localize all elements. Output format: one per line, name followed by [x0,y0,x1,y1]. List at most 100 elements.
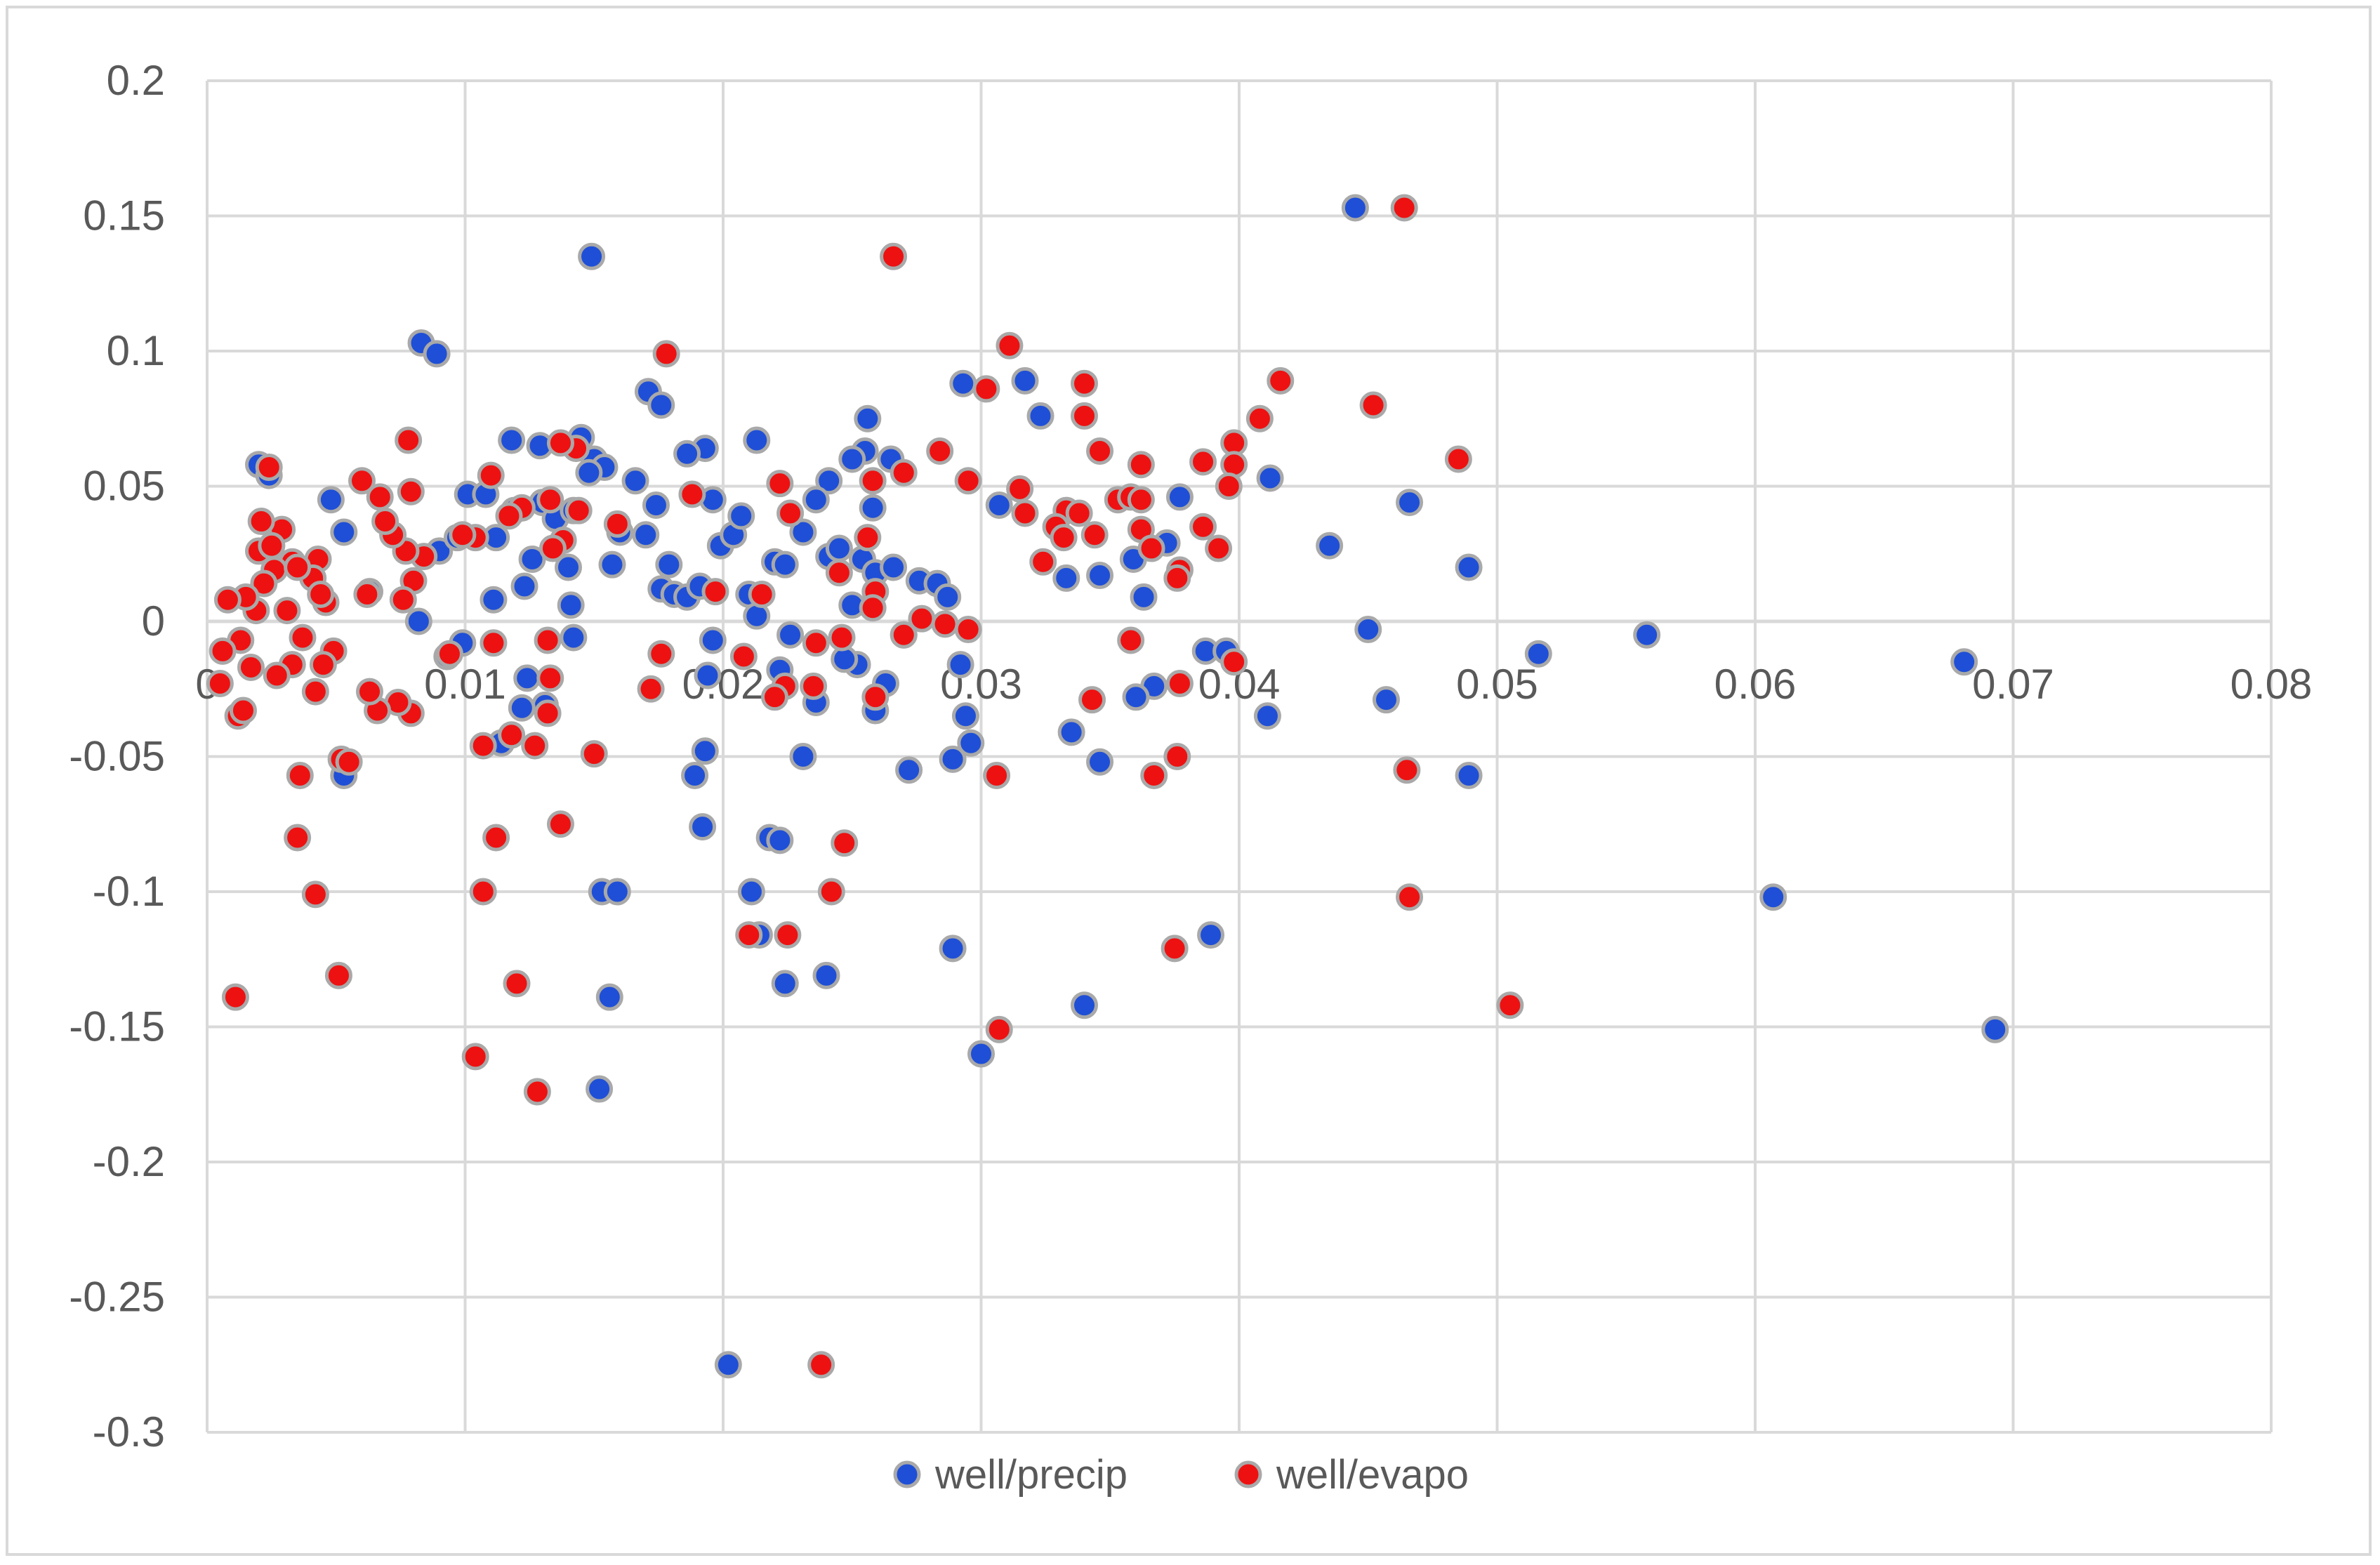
well-precip-point [691,737,719,765]
well-evapo-point [761,683,788,711]
well-evapo-point [258,531,286,560]
well-evapo-point [647,640,675,668]
well-evapo-point [1086,437,1114,465]
well-evapo-point [495,502,523,530]
well-evapo-point [972,375,1000,403]
x-tick-label: 0.01 [424,661,506,708]
well-evapo-point [1189,513,1217,541]
well-precip-point [1354,616,1382,644]
well-evapo-point [209,637,237,665]
well-evapo-point [735,921,763,949]
well-evapo-point [817,878,845,906]
well-evapo-point [263,661,291,689]
well-precip-point [510,572,538,600]
well-evapo-point [825,559,853,587]
y-tick-label: -0.15 [69,1003,165,1050]
well-precip-point [1759,883,1787,911]
well-precip-point [1372,686,1400,714]
well-evapo-point [229,696,257,725]
well-precip-point [967,1040,995,1068]
well-precip-point [586,1075,614,1103]
well-precip-point [1524,640,1552,668]
well-evapo-point [324,961,352,989]
well-evapo-point [335,748,363,776]
well-precip-point [1950,648,1978,676]
well-evapo-point [1163,564,1191,592]
x-tick-label: 0.07 [1972,661,2054,708]
y-tick-label: 0.2 [107,57,165,104]
well-evapo-point [503,970,531,998]
well-precip-point [1086,748,1114,776]
well-evapo-point [247,508,275,536]
well-precip-point [508,694,536,722]
well-precip-point [838,445,866,473]
well-precip-point [1122,683,1150,711]
well-evapo-point [985,1015,1013,1043]
well-evapo-point [536,486,564,514]
well-precip-point [681,761,709,789]
well-precip-point [737,878,765,906]
well-evapo-point [890,458,918,487]
well-evapo-point [309,651,337,679]
well-precip-point [647,391,675,419]
well-precip-point [1086,562,1114,590]
well-precip-point [595,983,623,1011]
well-evapo-point [435,640,463,668]
well-evapo-point [546,810,574,838]
well-evapo-point [273,597,301,625]
well-evapo-point [371,508,399,536]
well-evapo-point [1165,670,1194,698]
well-precip-point [557,591,585,619]
well-evapo-point [237,653,265,681]
y-tick-label: 0.05 [83,463,165,510]
well-precip-point [771,970,799,998]
well-precip-point [317,486,345,514]
well-evapo-point [461,1043,489,1071]
well-evapo-point [395,426,423,454]
well-evapo-point [1006,475,1034,503]
well-precip-point [789,743,817,770]
well-evapo-point [286,761,314,789]
well-evapo-point [1390,194,1418,222]
well-evapo-point [498,721,526,749]
well-evapo-point [356,678,384,706]
well-evapo-point [1078,686,1106,714]
well-precip-point [578,242,606,270]
well-evapo-point [1011,499,1039,527]
x-tick-label: 0.05 [1456,661,1538,708]
well-precip-point [1455,553,1483,581]
well-precip-point [1253,702,1281,730]
well-precip-point [939,935,967,963]
well-evapo-point [1071,402,1098,430]
well-precip-point [632,521,660,549]
well-evapo-point [289,623,317,652]
well-evapo-point [828,623,856,652]
well-precip-point [946,651,974,679]
well-evapo-point [1029,548,1057,576]
well-evapo-point [536,664,564,692]
well-evapo-point [250,569,278,597]
well-evapo-point [366,483,394,511]
well-evapo-point [890,621,918,649]
well-evapo-point [1444,445,1472,473]
well-evapo-point [1205,534,1233,562]
well-precip-point [771,550,799,579]
well-precip-point [934,583,962,611]
well-precip-point [480,586,508,614]
well-precip-point [689,813,717,841]
well-evapo-point [802,629,830,657]
well-precip-point [727,502,755,530]
well-precip-point [1197,921,1225,949]
legend-label-well-evapo: well/evapo [1276,1452,1469,1498]
well-evapo-point [1396,883,1424,911]
well-precip-point [330,518,358,546]
well-evapo-point [469,732,497,760]
well-evapo-point [449,521,477,549]
well-precip-point [498,426,526,454]
well-evapo-point [729,642,758,671]
well-evapo-point [637,675,665,703]
well-precip-point [939,745,967,773]
well-precip-point [859,494,887,522]
well-precip-point [1396,489,1424,517]
well-evapo-point [859,467,887,495]
